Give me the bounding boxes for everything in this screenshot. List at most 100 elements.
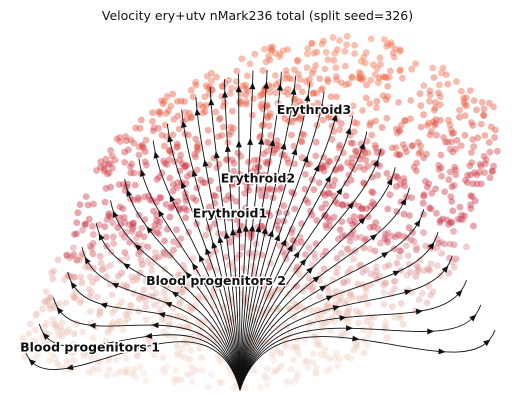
cell-point: [274, 286, 282, 293]
cell-point: [122, 369, 129, 376]
cell-point: [327, 327, 334, 335]
cell-point: [173, 140, 181, 148]
cell-point: [468, 159, 476, 167]
cell-point: [433, 262, 441, 269]
cell-point: [373, 148, 381, 156]
cell-point: [105, 354, 113, 362]
cell-point: [333, 269, 340, 277]
cell-point: [166, 313, 174, 321]
cell-point: [181, 266, 189, 274]
cell-point: [134, 276, 141, 284]
cell-point: [426, 204, 433, 212]
cell-point: [293, 302, 301, 310]
cell-point: [393, 208, 401, 216]
cell-point: [194, 283, 202, 290]
cell-point: [314, 99, 322, 107]
cell-point: [393, 151, 401, 158]
cell-point: [41, 323, 48, 331]
cell-point: [281, 151, 288, 159]
cell-point: [379, 92, 387, 100]
cell-point: [446, 145, 454, 153]
cell-point: [448, 198, 456, 205]
cell-point: [401, 145, 409, 152]
cell-point: [381, 235, 389, 243]
cell-point: [381, 73, 389, 81]
cell-point: [381, 323, 389, 331]
cell-point: [478, 99, 486, 106]
cell-point: [372, 219, 380, 227]
cell-point: [208, 77, 215, 85]
cell-point: [447, 193, 455, 201]
cell-point: [387, 67, 394, 75]
cell-point: [186, 355, 194, 363]
cell-point: [160, 316, 168, 324]
cell-point: [384, 83, 392, 90]
cell-point: [90, 231, 97, 238]
streamline-arrow: [98, 233, 105, 241]
cell-point: [149, 109, 156, 116]
cell-point: [141, 193, 149, 201]
cell-point: [360, 179, 367, 187]
cell-point: [407, 236, 415, 244]
streamline-arrow: [194, 108, 201, 116]
cell-point: [437, 164, 445, 172]
cell-point: [456, 106, 463, 114]
cell-point: [218, 378, 226, 386]
cell-point: [202, 82, 210, 90]
streamline-arrow: [180, 120, 187, 128]
cell-point: [366, 121, 374, 129]
cell-point: [87, 369, 94, 377]
cell-point: [317, 86, 325, 94]
cell-point: [308, 287, 316, 295]
cell-point: [46, 294, 54, 302]
cell-point: [266, 113, 274, 120]
cell-point: [350, 119, 358, 126]
cell-point: [105, 357, 112, 364]
cell-point: [89, 250, 97, 258]
cell-point: [365, 331, 373, 339]
cell-point: [396, 127, 403, 135]
cell-point: [115, 317, 123, 325]
cell-point: [169, 187, 177, 195]
cell-point: [178, 288, 186, 296]
cell-point: [388, 232, 396, 240]
streamline: [166, 123, 241, 391]
cell-point: [336, 141, 344, 149]
cell-point: [145, 336, 153, 344]
cell-point: [159, 100, 167, 108]
cell-point: [252, 240, 260, 248]
cell-point: [316, 75, 324, 82]
cell-point: [167, 204, 175, 212]
cell-point: [187, 86, 195, 94]
cell-point: [90, 365, 97, 373]
cell-point: [201, 93, 209, 101]
cell-point: [263, 114, 271, 122]
cell-point: [233, 216, 241, 224]
cell-point: [361, 149, 369, 157]
cell-point: [230, 384, 238, 391]
cell-point: [137, 256, 145, 264]
velocity-streamlines: [24, 69, 496, 391]
cell-point: [166, 252, 174, 259]
cell-point: [265, 157, 273, 165]
cell-point: [101, 161, 109, 169]
streamline-arrow: [224, 144, 231, 152]
cell-point: [33, 310, 40, 318]
cell-point: [352, 147, 359, 155]
streamline: [195, 97, 241, 391]
streamline: [239, 148, 382, 391]
cluster-labels: Blood progenitors 1 Blood progenitors 2 Er…: [19, 100, 353, 355]
chart-title: Velocity ery+utv nMark236 total (split s…: [101, 8, 414, 23]
cell-point: [73, 230, 80, 238]
streamline-arrow: [302, 155, 309, 163]
cell-point: [187, 114, 195, 122]
cell-point: [391, 278, 398, 285]
cell-point: [148, 275, 156, 283]
cell-point: [312, 369, 320, 377]
cell-point: [443, 216, 451, 224]
cell-point: [349, 227, 357, 235]
cell-point: [356, 163, 364, 171]
cell-point: [194, 140, 202, 148]
cell-point: [121, 159, 129, 166]
